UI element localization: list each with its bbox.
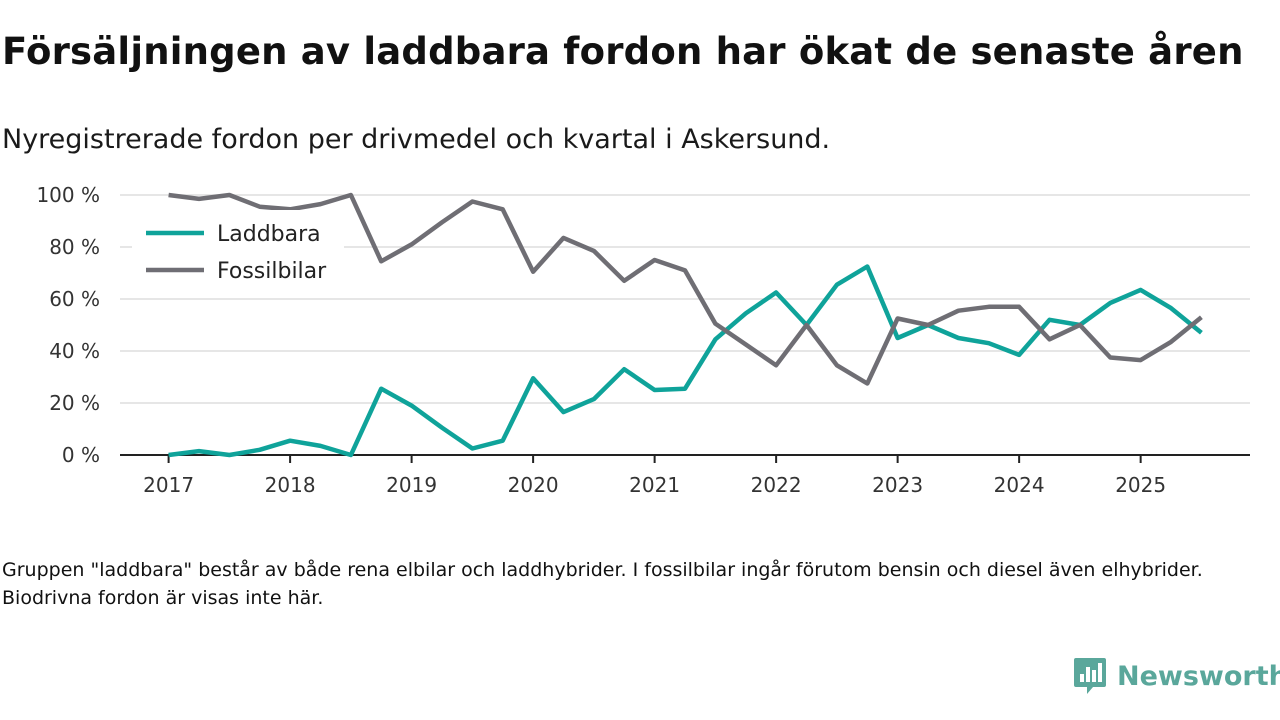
y-tick-label: 0 % [62,443,100,467]
brand-name: Newsworthy [1117,660,1280,692]
y-tick-label: 40 % [49,339,100,363]
chart-title: Försäljningen av laddbara fordon har öka… [2,30,1244,73]
series-line-fossilbilar [168,192,1203,386]
newsworthy-logo-icon [1074,658,1106,694]
x-axis: 2017 2018 2019 2020 2021 2022 2023 2024 2025 [120,454,1250,497]
series-line-laddbara [168,264,1203,458]
x-tick-label: 2020 [508,473,559,497]
series-lines [168,192,1203,458]
x-tick-label: 2021 [629,473,680,497]
y-tick-label: 100 % [36,183,100,207]
legend-label: Fossilbilar [217,259,327,284]
y-axis: 0 % 20 % 40 % 60 % 80 % 100 % [36,183,100,467]
footnote: Gruppen "laddbara" består av både rena e… [2,559,1203,609]
y-tick-label: 20 % [49,391,100,415]
y-tick-label: 80 % [49,235,100,259]
x-tick-label: 2025 [1115,473,1166,497]
legend-background [132,210,344,295]
x-tick-label: 2024 [994,473,1045,497]
brand-logo[interactable]: Newsworthy [1073,656,1280,696]
x-tick-label: 2019 [386,473,437,497]
x-tick-label: 2022 [751,473,802,497]
y-tick-label: 60 % [49,287,100,311]
x-tick-label: 2023 [872,473,923,497]
chart-subtitle: Nyregistrerade fordon per drivmedel och … [2,124,831,155]
x-tick-label: 2017 [143,473,194,497]
x-tick-label: 2018 [265,473,316,497]
legend: Laddbara Fossilbilar [132,210,344,295]
line-chart: 0 % 20 % 40 % 60 % 80 % 100 % 2017 2018 2019 202… [36,183,1250,497]
legend-label: Laddbara [217,222,321,247]
